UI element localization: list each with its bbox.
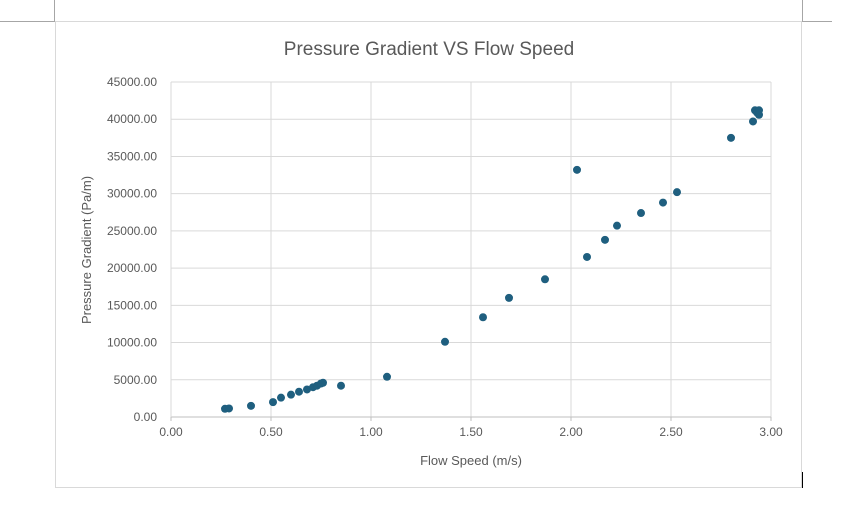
text-cursor (802, 472, 803, 488)
y-tick-label: 5000.00 (114, 373, 158, 387)
x-tick-label: 1.50 (459, 425, 483, 439)
data-point[interactable] (727, 133, 735, 142)
x-tick-label: 0.50 (259, 425, 283, 439)
crop-mark-top-right-vertical (802, 0, 803, 21)
x-tick-label: 1.00 (359, 425, 383, 439)
data-point[interactable] (337, 381, 345, 390)
y-axis-title[interactable]: Pressure Gradient (Pa/m) (79, 176, 94, 324)
data-point[interactable] (247, 401, 255, 410)
data-point[interactable] (505, 293, 513, 302)
data-point[interactable] (225, 404, 233, 413)
data-point[interactable] (295, 387, 303, 396)
data-point[interactable] (541, 275, 549, 284)
data-point[interactable] (277, 393, 285, 402)
data-point[interactable] (303, 385, 311, 394)
y-tick-label: 15000.00 (107, 298, 157, 312)
chart-title[interactable]: Pressure Gradient VS Flow Speed (284, 39, 574, 60)
scatter-chart: Pressure Gradient VS Flow Speed 0.00 5000… (79, 39, 783, 468)
x-tick-label: 3.00 (759, 425, 783, 439)
data-point[interactable] (637, 209, 645, 218)
chart-area[interactable]: Pressure Gradient VS Flow Speed 0.00 5000… (55, 21, 802, 488)
x-tick-label: 2.50 (659, 425, 683, 439)
data-point[interactable] (269, 398, 277, 407)
data-points[interactable] (221, 106, 763, 413)
y-tick-label: 0.00 (134, 410, 158, 424)
y-tick-label: 35000.00 (107, 149, 157, 163)
data-point[interactable] (441, 337, 449, 346)
gridlines (171, 81, 772, 417)
data-point[interactable] (287, 390, 295, 399)
data-point[interactable] (583, 252, 591, 261)
data-point[interactable] (383, 372, 391, 381)
x-axis-title[interactable]: Flow Speed (m/s) (420, 453, 522, 468)
data-point[interactable] (659, 198, 667, 207)
crop-mark-top-left-vertical (54, 0, 55, 21)
data-point[interactable] (673, 188, 681, 197)
data-point[interactable] (479, 313, 487, 322)
x-tick-label: 2.00 (559, 425, 583, 439)
tick-labels: 0.00 5000.00 10000.00 15000.00 20000.00 25000… (107, 75, 783, 439)
data-point[interactable] (749, 117, 757, 126)
y-tick-label: 20000.00 (107, 261, 157, 275)
data-point[interactable] (601, 235, 609, 244)
axes (170, 82, 772, 421)
data-point[interactable] (573, 165, 581, 174)
y-tick-label: 10000.00 (107, 336, 157, 350)
y-tick-label: 25000.00 (107, 224, 157, 238)
crop-mark-top-right-horizontal (802, 21, 832, 22)
data-point[interactable] (755, 110, 763, 119)
data-point[interactable] (613, 221, 621, 230)
x-tick-label: 0.00 (159, 425, 183, 439)
y-tick-label: 40000.00 (107, 112, 157, 126)
crop-mark-top-left-horizontal (0, 21, 55, 22)
y-tick-label: 45000.00 (107, 75, 157, 89)
data-point[interactable] (319, 378, 327, 387)
y-tick-label: 30000.00 (107, 187, 157, 201)
